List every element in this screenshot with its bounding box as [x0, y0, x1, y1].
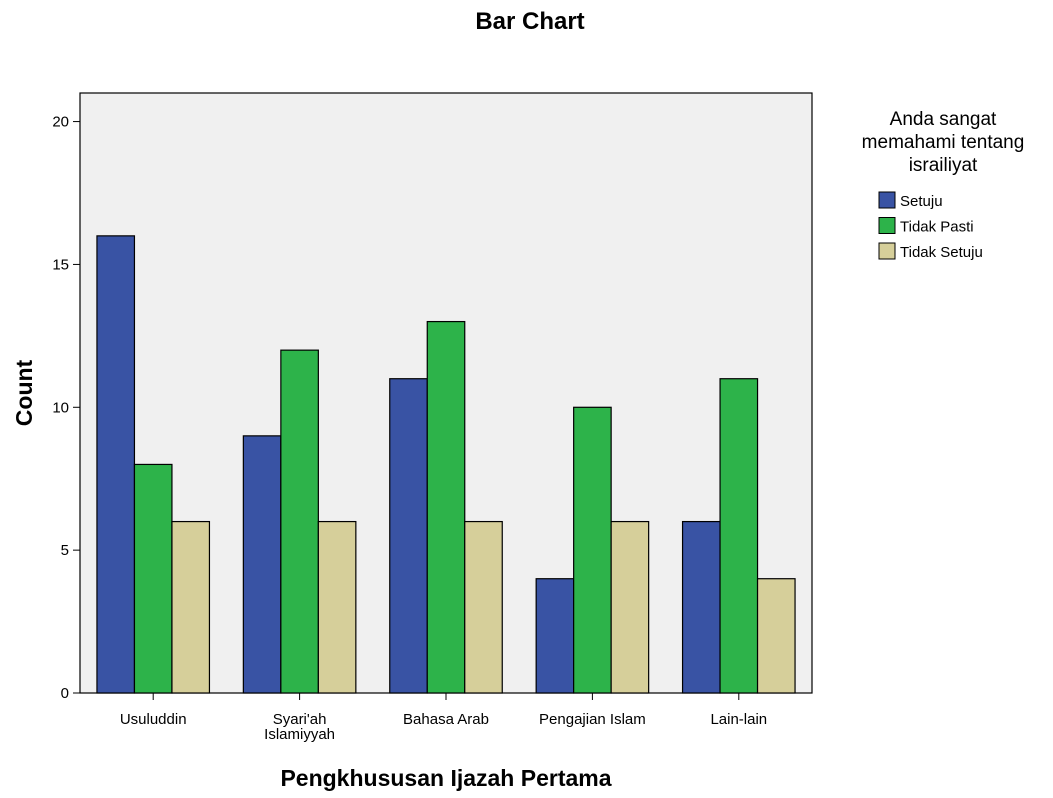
bar-setuju — [242, 435, 282, 694]
x-tick-label: Pengajian Islam — [539, 711, 646, 728]
x-tick-label: Usuluddin — [120, 711, 187, 728]
y-tick-label: 10 — [52, 399, 69, 416]
bar-setuju — [389, 378, 428, 694]
y-axis-title: Count — [11, 359, 37, 426]
y-axis: 0 5 10 15 20 — [52, 114, 80, 702]
y-tick-label: 5 — [61, 542, 69, 559]
legend-label: Tidak Pasti — [900, 219, 974, 236]
legend-swatch — [878, 242, 896, 260]
y-tick-label: 15 — [52, 256, 69, 273]
chart-title: Bar Chart — [475, 8, 584, 35]
bar-tidak-setuju — [610, 520, 650, 694]
x-tick-label: Bahasa Arab — [403, 711, 489, 728]
y-tick-label: 0 — [61, 685, 69, 702]
x-tick-label: Lain-lain — [710, 711, 767, 728]
bar-tidak-pasti — [719, 378, 759, 694]
bar-setuju — [535, 578, 575, 694]
x-axis-title: Pengkhususan Ijazah Pertama — [280, 765, 611, 791]
bar-setuju — [681, 520, 721, 694]
bar-tidak-pasti — [573, 406, 612, 694]
legend-label: Setuju — [900, 193, 943, 210]
x-tick-label: Syari'ah — [273, 711, 327, 728]
bar-tidak-setuju — [756, 578, 796, 694]
legend-title: memahami tentang — [862, 132, 1025, 153]
x-tick-label: Islamiyyah — [264, 726, 335, 743]
bars-group — [96, 235, 796, 694]
bar-setuju — [96, 235, 136, 694]
legend-title: Anda sangat — [890, 109, 997, 130]
bar-tidak-pasti — [426, 320, 466, 694]
legend-label: Tidak Setuju — [900, 244, 983, 261]
bar-tidak-pasti — [280, 349, 319, 694]
bar-tidak-setuju — [317, 520, 357, 694]
bar-tidak-setuju — [171, 520, 211, 694]
legend-swatch — [878, 191, 896, 209]
y-tick-label: 20 — [52, 114, 69, 131]
legend-swatch — [878, 217, 896, 234]
legend-title: israiliyat — [909, 155, 978, 176]
bar-tidak-setuju — [464, 520, 503, 694]
bar-tidak-pasti — [133, 463, 173, 694]
